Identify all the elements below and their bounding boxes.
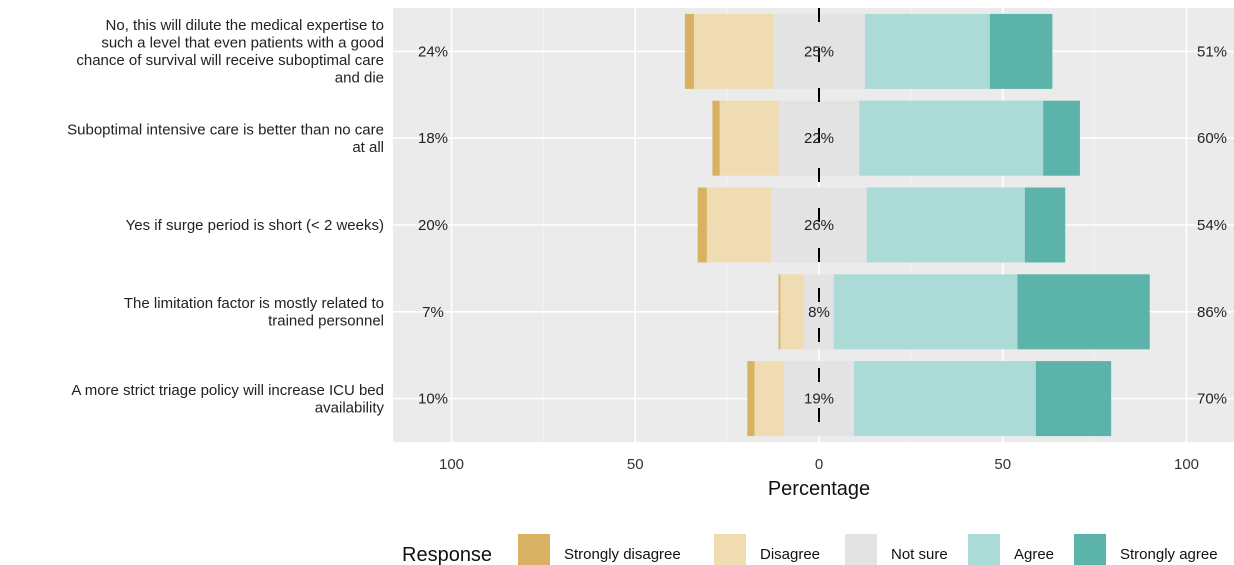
legend-key-strongly-disagree: [518, 534, 550, 565]
legend-items: Strongly disagree Disagree Not sure Agree St…: [518, 534, 1218, 565]
legend-key-disagree: [714, 534, 746, 565]
category-label: Suboptimal intensive care is better than…: [67, 121, 384, 156]
bar-strongly-disagree-row-3: [697, 187, 707, 263]
category-label: No, this will dilute the medical experti…: [76, 17, 384, 87]
x-axis-title: Percentage: [768, 478, 870, 500]
percent-labels: 24% 25% 51% 18% 22% 60% 20% 26% 54% 7% 8% 86% 10% 19%…: [418, 43, 1227, 407]
bar-strongly-disagree-row-4: [778, 274, 781, 350]
legend-label-strongly-disagree: Strongly disagree: [564, 546, 681, 563]
percent-neutral: 19%: [804, 391, 834, 408]
bar-agree-row-4: [833, 274, 1018, 350]
category-label-line: No, this will dilute the medical experti…: [106, 17, 384, 34]
x-tick-label: 50: [627, 456, 644, 473]
percent-high: 70%: [1197, 391, 1227, 408]
bar-strongly-agree-row-2: [1043, 100, 1080, 176]
category-label-line: at all: [352, 139, 384, 156]
legend-key-strongly-agree: [1074, 534, 1106, 565]
legend: Response Strongly disagree Disagree Not su…: [402, 534, 1218, 565]
category-label-line: Suboptimal intensive care is better than…: [67, 121, 384, 138]
category-label-line: availability: [315, 399, 385, 416]
category-label-line: A more strict triage policy will increas…: [71, 382, 384, 399]
percent-high: 54%: [1197, 217, 1227, 234]
bar-strongly-disagree-row-5: [747, 361, 755, 437]
percent-low: 18%: [418, 130, 448, 147]
bar-disagree-row-3: [706, 187, 772, 263]
percent-neutral: 26%: [804, 217, 834, 234]
bar-strongly-agree-row-5: [1035, 361, 1112, 437]
bar-strongly-agree-row-3: [1024, 187, 1066, 263]
percent-low: 20%: [418, 217, 448, 234]
category-label: A more strict triage policy will increas…: [71, 382, 384, 417]
bar-disagree-row-5: [754, 361, 785, 437]
x-tick-label: 100: [439, 456, 464, 473]
legend-title: Response: [402, 544, 492, 565]
percent-low: 7%: [422, 304, 444, 321]
category-label-line: Yes if surge period is short (< 2 weeks): [126, 217, 384, 234]
bar-agree-row-5: [853, 361, 1036, 437]
legend-key-agree: [968, 534, 1000, 565]
bar-strongly-agree-row-1: [989, 13, 1053, 89]
category-label-line: such a level that even patients with a g…: [101, 35, 384, 52]
bar-strongly-agree-row-4: [1017, 274, 1150, 350]
legend-key-not-sure: [845, 534, 877, 565]
legend-label-agree: Agree: [1014, 546, 1054, 563]
percent-low: 24%: [418, 43, 448, 60]
category-label-line: The limitation factor is mostly related …: [124, 295, 384, 312]
percent-neutral: 8%: [808, 304, 830, 321]
bar-strongly-disagree-row-2: [712, 100, 720, 176]
bar-agree-row-2: [859, 100, 1044, 176]
x-tick-label: 50: [994, 456, 1011, 473]
percent-neutral: 25%: [804, 43, 834, 60]
legend-label-not-sure: Not sure: [891, 546, 948, 563]
percent-high: 86%: [1197, 304, 1227, 321]
bar-agree-row-1: [864, 13, 990, 89]
percent-high: 60%: [1197, 130, 1227, 147]
legend-label-strongly-agree: Strongly agree: [1120, 546, 1218, 563]
percent-high: 51%: [1197, 43, 1227, 60]
bar-agree-row-3: [866, 187, 1025, 263]
category-labels: No, this will dilute the medical experti…: [67, 17, 384, 416]
category-label: The limitation factor is mostly related …: [124, 295, 384, 330]
bar-strongly-disagree-row-1: [684, 13, 695, 89]
category-label: Yes if surge period is short (< 2 weeks): [126, 217, 384, 234]
x-axis-ticks: 100 50 0 50 100: [439, 456, 1199, 473]
category-label-line: chance of survival will receive suboptim…: [76, 52, 384, 69]
category-label-line: and die: [335, 70, 384, 87]
category-label-line: trained personnel: [268, 313, 384, 330]
percent-neutral: 22%: [804, 130, 834, 147]
bar-disagree-row-2: [719, 100, 779, 176]
percent-low: 10%: [418, 391, 448, 408]
x-tick-label: 100: [1174, 456, 1199, 473]
bar-disagree-row-1: [694, 13, 774, 89]
bar-disagree-row-4: [780, 274, 805, 350]
legend-label-disagree: Disagree: [760, 546, 820, 563]
x-tick-label: 0: [815, 456, 823, 473]
